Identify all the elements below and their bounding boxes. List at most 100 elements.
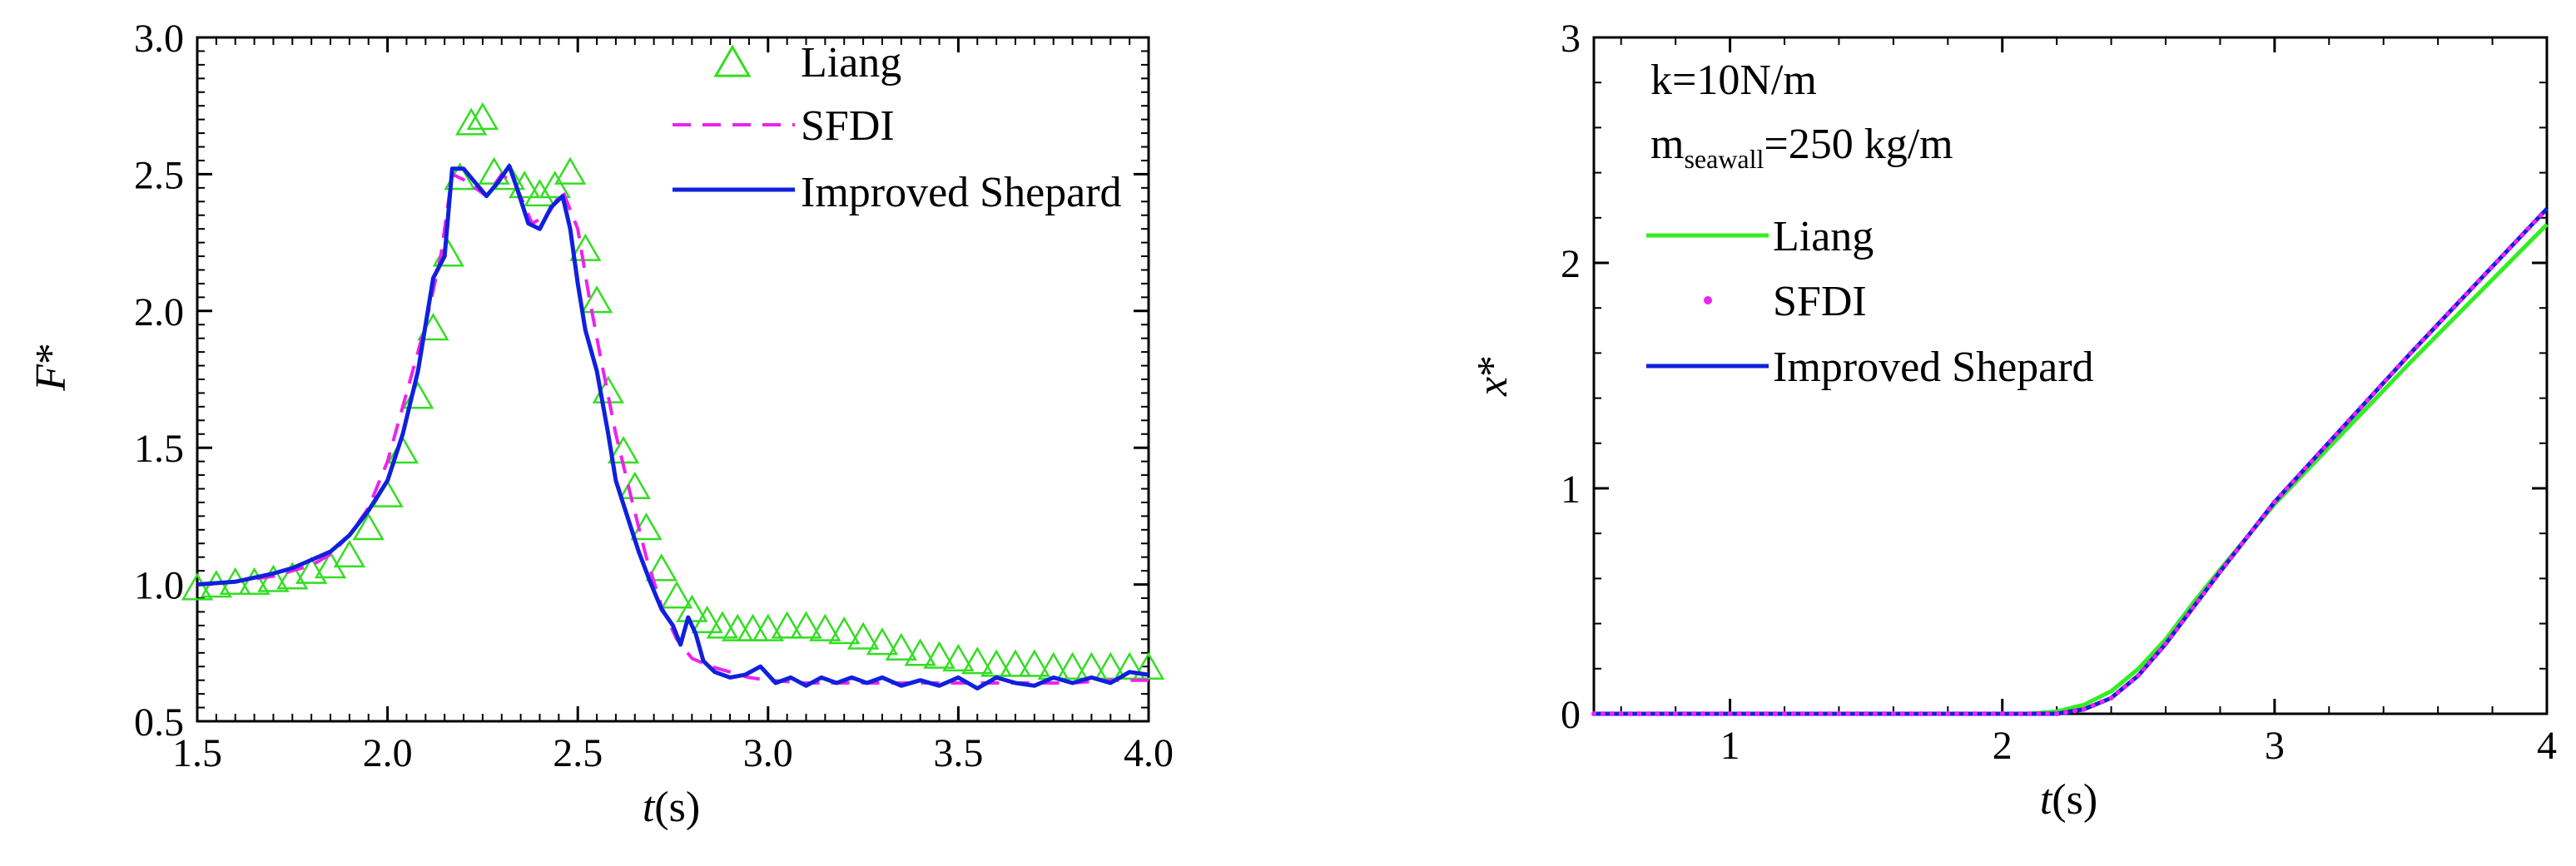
sfdi-point [1627,711,1633,716]
x-axis-label-var: t [2040,776,2053,824]
sfdi-point [2501,252,2506,258]
liang-marker [771,611,803,639]
sfdi-point [2223,562,2228,567]
sfdi-point [2284,486,2290,491]
sfdi-point [2163,641,2168,646]
liang-marker [904,638,936,666]
right-panel-displacement-chart: 1 2 3 4 0 1 2 3 t(s) x* k=10N/m mseawall=250 kg/m Li… [1469,17,2557,824]
sfdi-point [2217,569,2223,575]
sfdi-point [2439,318,2444,323]
sfdi-point [2271,499,2277,505]
y-tick-label: 1.5 [134,427,184,471]
liang-marker [524,178,556,207]
x-tick-label: 3 [2265,724,2285,768]
sfdi-point [2090,703,2096,709]
sfdi-point [2179,620,2185,625]
sfdi-point [2072,708,2077,714]
sfdi-point [2122,684,2127,690]
sfdi-line [196,172,1149,685]
sfdi-point [1673,711,1679,716]
liang-marker [737,613,769,641]
mass-value: =250 kg/m [1764,121,1953,168]
liang-marker [181,572,214,601]
sfdi-point [2494,259,2500,264]
liang-marker [961,646,994,675]
sfdi-point [2245,534,2251,540]
sfdi-point [1818,711,1824,716]
liang-marker [999,649,1032,677]
y-axis-label-star: * [1469,355,1516,377]
sfdi-point [2174,626,2180,632]
sfdi-point [2141,666,2147,672]
sfdi-point [1864,711,1869,716]
x-tick-label: 1.5 [172,731,222,775]
sfdi-point [2426,330,2432,336]
sfdi-point [1845,711,1851,716]
legend-sfdi-label: SFDI [1773,278,1867,325]
sfdi-point [1745,711,1751,716]
y-axis-label: F* [27,343,75,392]
x-axis-label-var: t [643,784,656,831]
sfdi-point [2513,239,2519,245]
sfdi-point [2063,710,2068,715]
improved-shepard-line [196,164,1149,690]
sfdi-point [1700,711,1705,716]
sfdi-point [2321,445,2327,451]
sfdi-point [2157,647,2163,653]
sfdi-point [2256,520,2261,526]
plot-frame [1592,36,2549,715]
sfdi-point [2340,424,2345,430]
liang-marker [1018,649,1051,677]
liang-marker [752,613,784,641]
mass-symbol: m [1650,121,1684,168]
sfdi-point [1927,711,1933,716]
parameter-annotation: k=10N/m mseawall=250 kg/m [1650,57,1953,174]
legend-liang-label: Liang [801,39,901,87]
sfdi-point [2136,672,2142,678]
liang-marker [276,562,309,590]
sfdi-point [2008,711,2014,716]
sfdi-point [1709,711,1715,716]
sfdi-point [2036,711,2042,716]
sfdi-point [2018,711,2023,716]
liang-marker [569,233,602,261]
x-axis-label: t(s) [643,784,700,831]
sfdi-point [1973,711,1978,716]
sfdi-point [1827,711,1833,716]
liang-marker [333,539,366,568]
sfdi-point [2532,219,2538,225]
sfdi-point [2201,591,2206,596]
liang-marker [580,285,613,314]
liang-marker [866,627,899,656]
liang-marker [295,556,328,584]
x-axis-label-unit: (s) [654,784,700,831]
sfdi-point [1591,711,1596,716]
sfdi-point [2383,377,2389,383]
sfdi-point [1764,711,1769,716]
sfdi-point [1645,711,1651,716]
sfdi-point [2315,452,2320,458]
sfdi-point [2377,384,2383,390]
sfdi-point [2346,418,2352,423]
sfdi-point [2469,285,2475,290]
sfdi-point [1836,711,1842,716]
sfdi-point [1799,711,1805,716]
plot-frame [196,36,1150,723]
liang-marker [466,101,499,131]
sfdi-point [2234,548,2240,554]
sfdi-point [1718,711,1724,716]
y-tick-label: 1.0 [134,564,184,608]
sfdi-point [2239,541,2245,547]
sfdi-point [2327,438,2333,444]
sfdi-point [2303,465,2308,471]
sfdi-point [1999,711,2005,716]
legend-right: Liang SFDI Improved Shepard [1646,213,2094,391]
sfdi-point [2519,232,2525,238]
sfdi-point [2457,298,2463,304]
y-axis-label: x* [1469,355,1516,397]
sfdi-point [2152,654,2157,660]
sfdi-point [1664,711,1670,716]
y-tick-label: 1 [1561,468,1581,512]
sfdi-point [2334,432,2340,437]
